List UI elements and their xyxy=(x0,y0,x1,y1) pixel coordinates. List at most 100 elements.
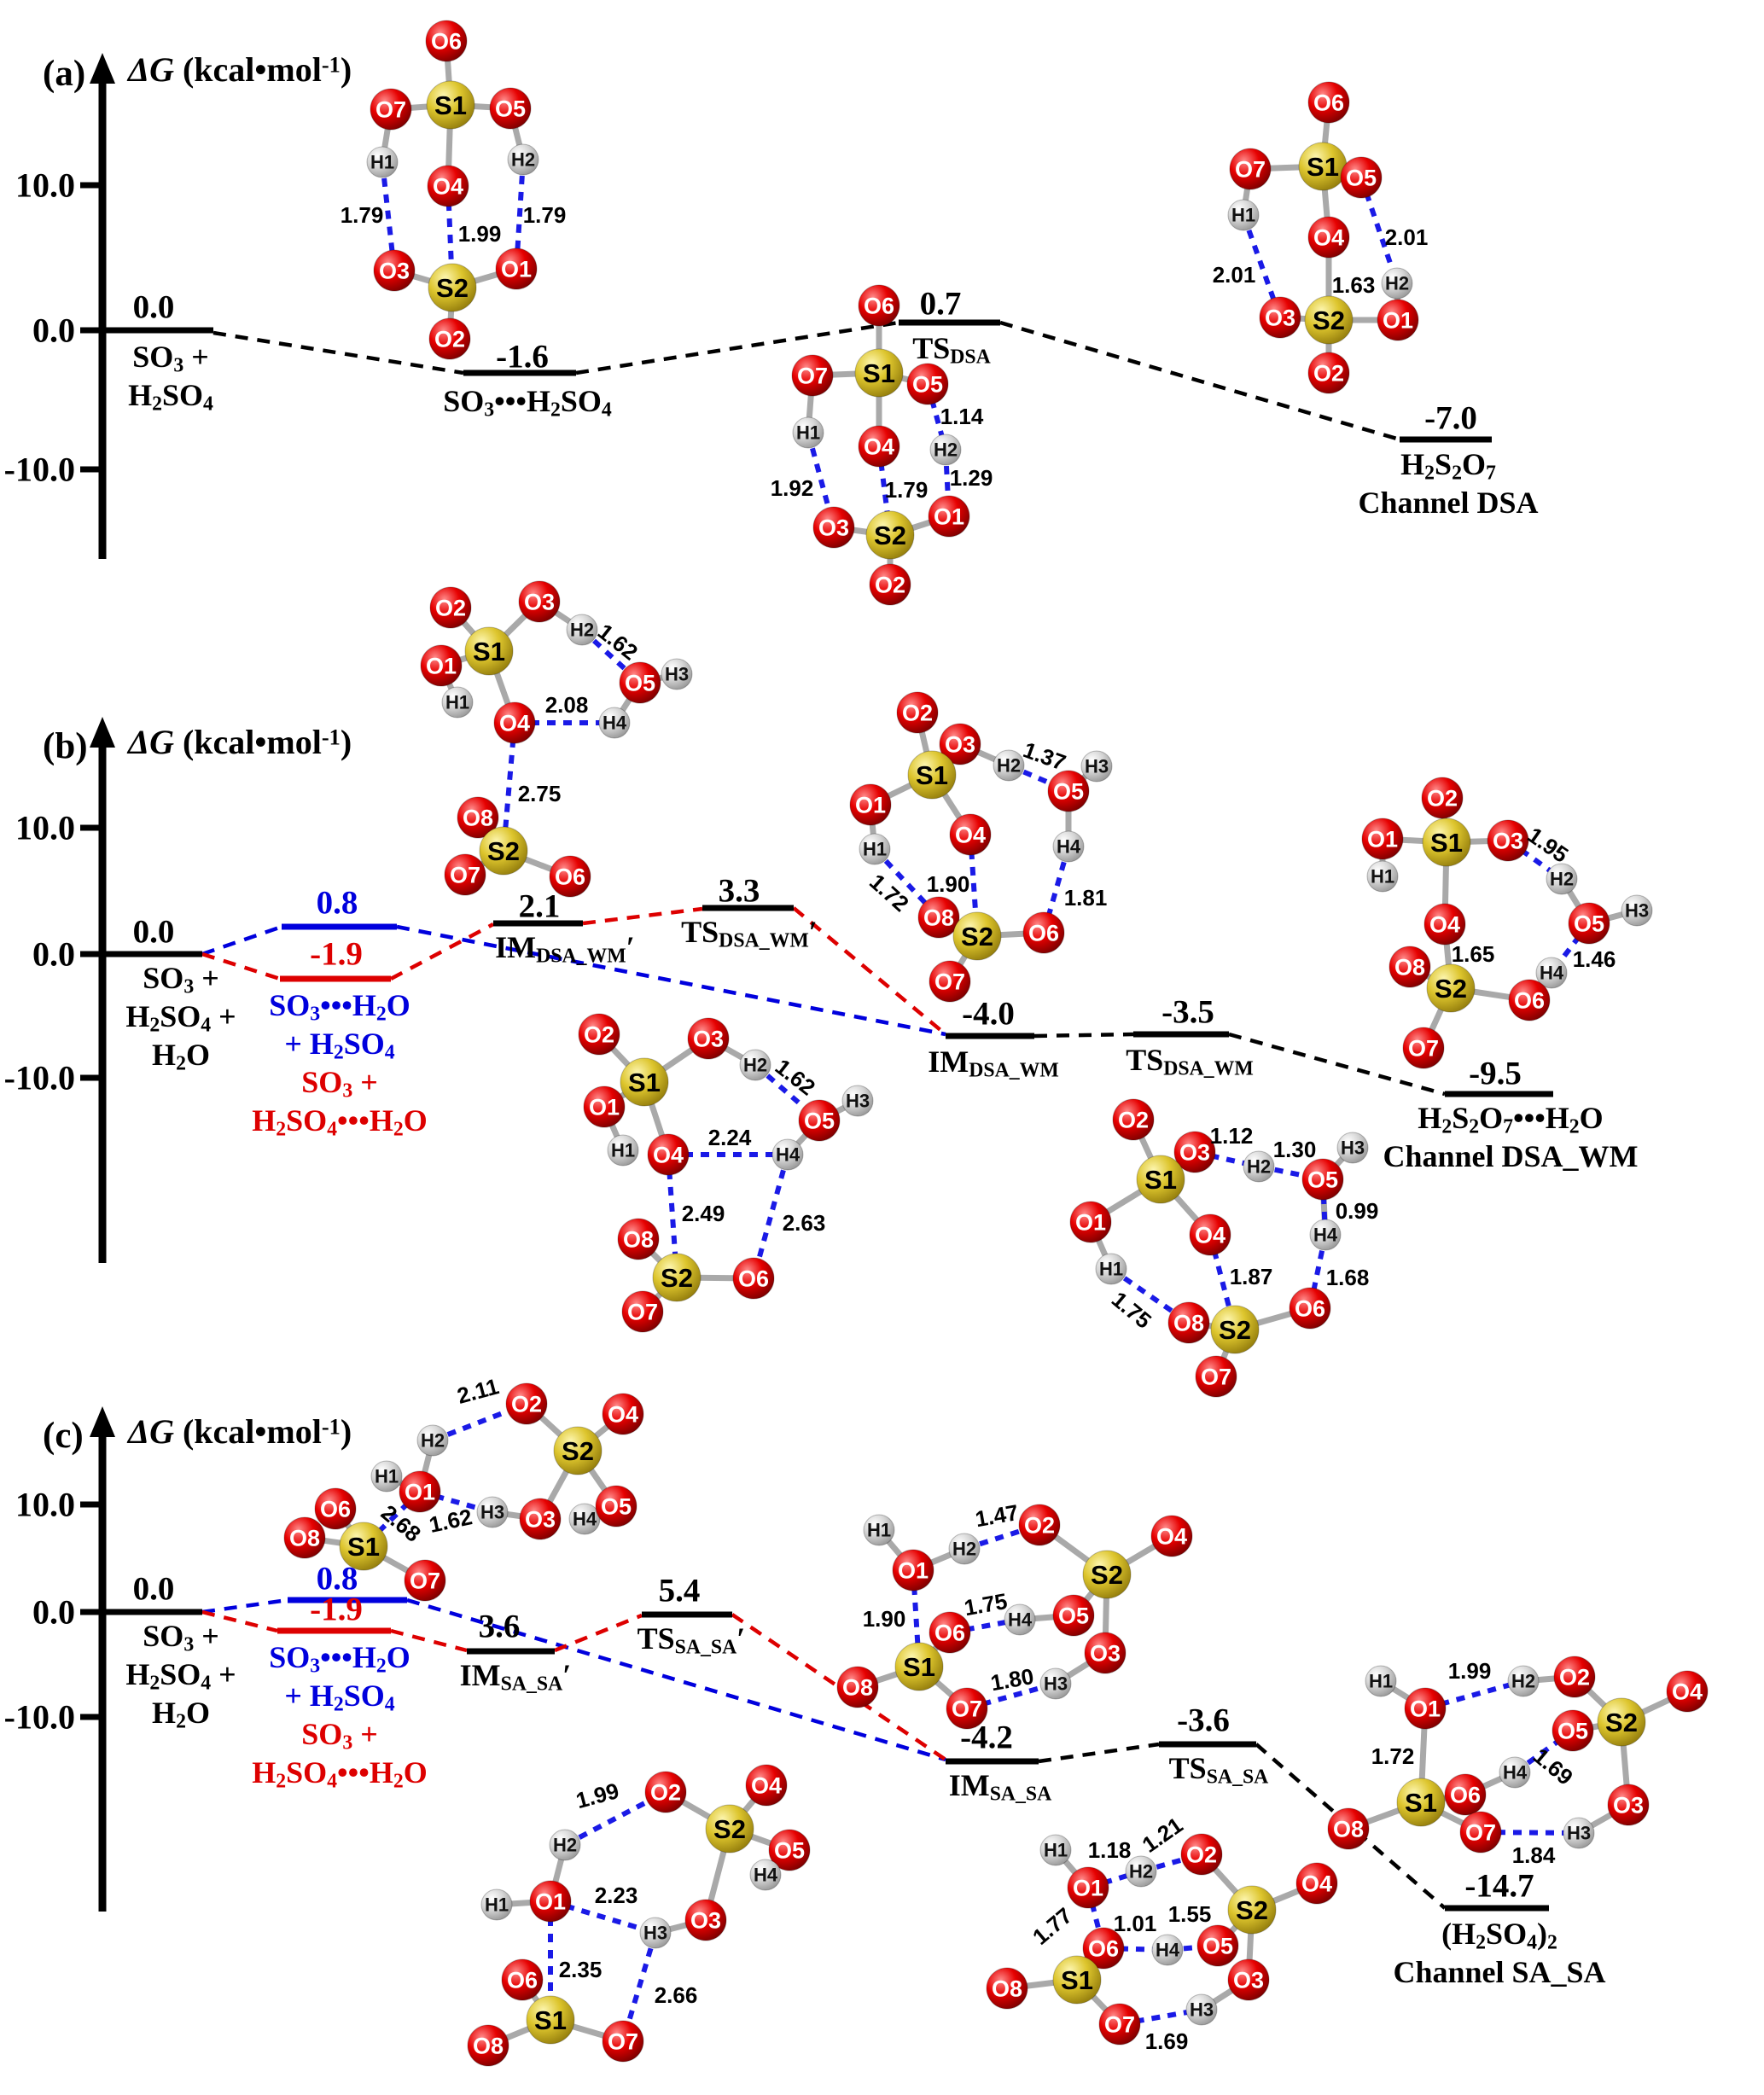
h-atom-product-H2S2O7 xyxy=(1227,199,1260,231)
distance-label: 1.46 xyxy=(1573,946,1616,972)
atom-label: O8 xyxy=(1173,1310,1204,1336)
o-atom-product-H2S2O7 xyxy=(1340,156,1383,199)
atom-label: O3 xyxy=(945,731,975,757)
energy-value: 3.3 xyxy=(718,872,760,910)
species-label-line: IMDSA_WM xyxy=(928,1045,1059,1082)
o-atom-product-H2S2O7-H2O xyxy=(1487,819,1529,862)
distance-label: 1.29 xyxy=(950,465,993,491)
h-atom-im-sa-sa-prime-structure xyxy=(568,1503,601,1535)
o-atom-ts-sa-sa-prime-structure xyxy=(768,1829,811,1871)
h-atom-im-sa-sa-structure xyxy=(1039,1667,1072,1700)
pathway-connector xyxy=(999,320,1400,442)
distance-label: 1.01 xyxy=(1114,1911,1157,1936)
atom-label: O5 xyxy=(804,1108,835,1133)
species-label-line: IMSA_SA′ xyxy=(459,1658,572,1696)
axis-title: ΔG (kcal•mol-1) xyxy=(128,1412,352,1451)
atom-label: O1 xyxy=(1073,1875,1103,1900)
atom-label: O4 xyxy=(1156,1523,1187,1549)
o-atom-im-dsa-wm-prime-structure xyxy=(493,701,536,744)
atom-label: S1 xyxy=(628,1068,661,1097)
species-label-line: SO3•••H2O xyxy=(269,1640,410,1678)
atom-label: O5 xyxy=(912,371,943,397)
o-atom-product-H2S2O7 xyxy=(1307,352,1350,394)
atom-label: O5 xyxy=(1574,911,1604,936)
species-label-line: H2SO4•••H2O xyxy=(252,1103,428,1141)
o-atom-complex-SO3-H2SO4 xyxy=(373,249,416,292)
distance-label: 1.21 xyxy=(1138,1812,1188,1858)
atom-label: S2 xyxy=(961,922,993,951)
o-atom-ts-dsa-wm-structure xyxy=(1173,1131,1216,1173)
h-atom-im-sa-sa-structure xyxy=(1004,1603,1036,1636)
h-atom-ts-dsa-wm-structure xyxy=(1243,1150,1275,1183)
o-atom-product-H2S2O7-H2O xyxy=(1508,979,1551,1021)
o-atom-ts-sa-sa-prime-structure xyxy=(529,1880,572,1923)
distance-label: 0.99 xyxy=(1336,1198,1379,1224)
atom-label: O1 xyxy=(1383,307,1413,333)
energy-value: 0.0 xyxy=(132,1570,175,1608)
atom-label: O4 xyxy=(433,173,463,199)
atom-label: O1 xyxy=(1075,1209,1106,1235)
species-label-line: (H2SO4)2 xyxy=(1441,1917,1557,1954)
distance-label: 1.99 xyxy=(458,221,502,247)
h-atom-ts-dsa-wm-prime-structure xyxy=(739,1049,771,1081)
energy-value: 0.8 xyxy=(316,884,358,922)
atom-label: O4 xyxy=(653,1142,684,1167)
s-atom-product-H2S2O7-H2O xyxy=(1422,818,1471,867)
species-label-line: H2S2O7 xyxy=(1400,447,1496,485)
h-atom-ts-dsa-wm-structure xyxy=(1336,1132,1369,1164)
h-atom-im-sa-sa-prime-structure xyxy=(416,1424,449,1457)
atom-label: O6 xyxy=(934,1620,965,1645)
species-label: TSDSA_WM xyxy=(1126,1043,1254,1081)
h-atom-ts-dsa-structure xyxy=(929,434,962,466)
species-label-line: H2SO4 xyxy=(128,378,213,416)
atom-label: H2 xyxy=(1129,1861,1153,1883)
o-atom-ts-dsa-wm-structure xyxy=(1289,1287,1331,1330)
atom-label: O6 xyxy=(431,28,462,54)
distance-label: 2.49 xyxy=(682,1201,725,1226)
atom-label: O3 xyxy=(524,589,555,614)
distance-label: 2.23 xyxy=(595,1883,638,1908)
o-atom-im-sa-sa-structure xyxy=(892,1549,934,1592)
atom-label: O3 xyxy=(1179,1139,1210,1165)
atom-label: O2 xyxy=(1427,785,1458,811)
h-atom-product-H2S2O7-H2O xyxy=(1621,894,1653,927)
o-atom-im-dsa-wm-prime-structure xyxy=(420,644,463,687)
o-atom-product-H2S2O7-H2O xyxy=(1421,777,1464,819)
atom-label: H2 xyxy=(997,755,1021,777)
o-atom-ts-dsa-wm-prime-structure xyxy=(798,1099,841,1142)
o-atom-product-H2S2O7 xyxy=(1259,296,1301,339)
tick-label: -10.0 xyxy=(3,1697,75,1737)
h-atom-ts-sa-sa-structure xyxy=(1185,1993,1218,2026)
h-atom-ts-sa-sa-structure xyxy=(1151,1934,1184,1966)
y-axis-arrow-icon xyxy=(90,1406,115,1437)
species-label: SO3 + H2SO4 + H2O xyxy=(125,1619,236,1734)
o-atom-product-H2S2O7-H2O xyxy=(1568,902,1610,945)
o-atom-ts-dsa-wm-structure xyxy=(1112,1098,1155,1141)
h-atom-ts-sa-sa-structure xyxy=(1039,1834,1072,1866)
atom-label: S2 xyxy=(487,836,520,866)
o-atom-product-H2SO4-dimer xyxy=(1552,1709,1594,1752)
atom-label: O2 xyxy=(1559,1664,1590,1690)
atom-label: O3 xyxy=(1613,1792,1644,1818)
o-atom-ts-dsa-structure xyxy=(858,425,900,468)
o-atom-im-sa-sa-prime-structure xyxy=(505,1382,548,1425)
atom-label: O4 xyxy=(1429,911,1460,937)
atom-label: O3 xyxy=(525,1506,556,1532)
h-atom-product-H2S2O7-H2O xyxy=(1535,957,1568,989)
o-atom-complex-SO3-H2SO4 xyxy=(428,317,471,360)
atom-label: H4 xyxy=(1156,1940,1180,1961)
o-atom-ts-sa-sa-structure xyxy=(1295,1862,1338,1905)
h-atom-im-dsa-wm-prime-structure xyxy=(566,614,598,646)
atom-label: H2 xyxy=(1550,869,1574,890)
atom-label: O2 xyxy=(435,595,466,620)
hbond-complex-SO3-H2SO4 xyxy=(380,161,397,271)
atom-label: S2 xyxy=(1435,974,1467,1004)
h-atom-product-H2S2O7 xyxy=(1381,267,1413,300)
h-atom-ts-sa-sa-prime-structure xyxy=(749,1859,782,1891)
energy-value: -4.0 xyxy=(962,995,1015,1033)
atom-label: O6 xyxy=(555,864,585,889)
s-atom-complex-SO3-H2SO4 xyxy=(428,263,477,312)
h-atom-ts-dsa-structure xyxy=(792,416,824,449)
atom-label: S2 xyxy=(874,521,906,550)
species-label: SO3•••H2O + H2SO4 SO3 + H2SO4•••H2O xyxy=(252,1640,428,1794)
